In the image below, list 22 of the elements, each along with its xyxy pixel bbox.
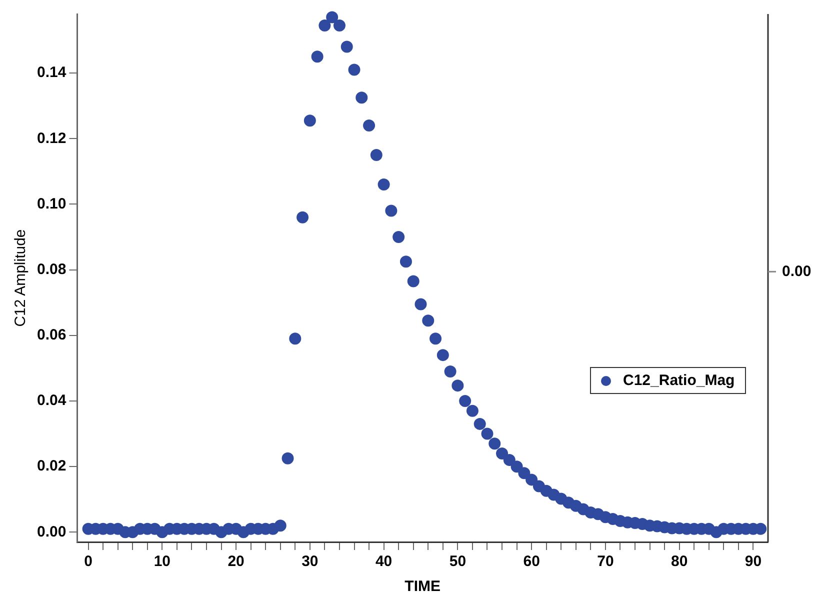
y-tick-label: 0.14: [36, 64, 67, 82]
y-tick-label: 0.12: [36, 130, 66, 147]
x-tick-label: 0: [84, 553, 92, 570]
y-tick-label: 0.06: [36, 326, 66, 344]
legend-label: C12_Ratio_Mag: [623, 372, 735, 390]
x-tick-label: 40: [375, 553, 392, 570]
x-tick-label: 80: [670, 553, 688, 570]
x-tick-label: 70: [597, 553, 614, 570]
y-tick-label: 0.02: [36, 458, 66, 475]
y-tick-label: 0.00: [36, 523, 66, 540]
x-tick-label: 60: [523, 553, 540, 570]
x-tick-label: 30: [302, 553, 318, 570]
x-axis-title: TIME: [404, 578, 441, 596]
y-tick-label: 0.08: [36, 260, 66, 278]
y-axis-title: C12 Amplitude: [12, 229, 30, 327]
x-tick-label: 50: [449, 553, 466, 570]
x-tick-label: 20: [228, 553, 244, 570]
x-tick-label: 90: [744, 553, 762, 570]
x-tick-label: 10: [154, 553, 171, 570]
text: 0.00: [782, 262, 812, 280]
y-tick-label: 0.10: [36, 195, 66, 212]
y-tick-label: 0.04: [36, 392, 67, 410]
